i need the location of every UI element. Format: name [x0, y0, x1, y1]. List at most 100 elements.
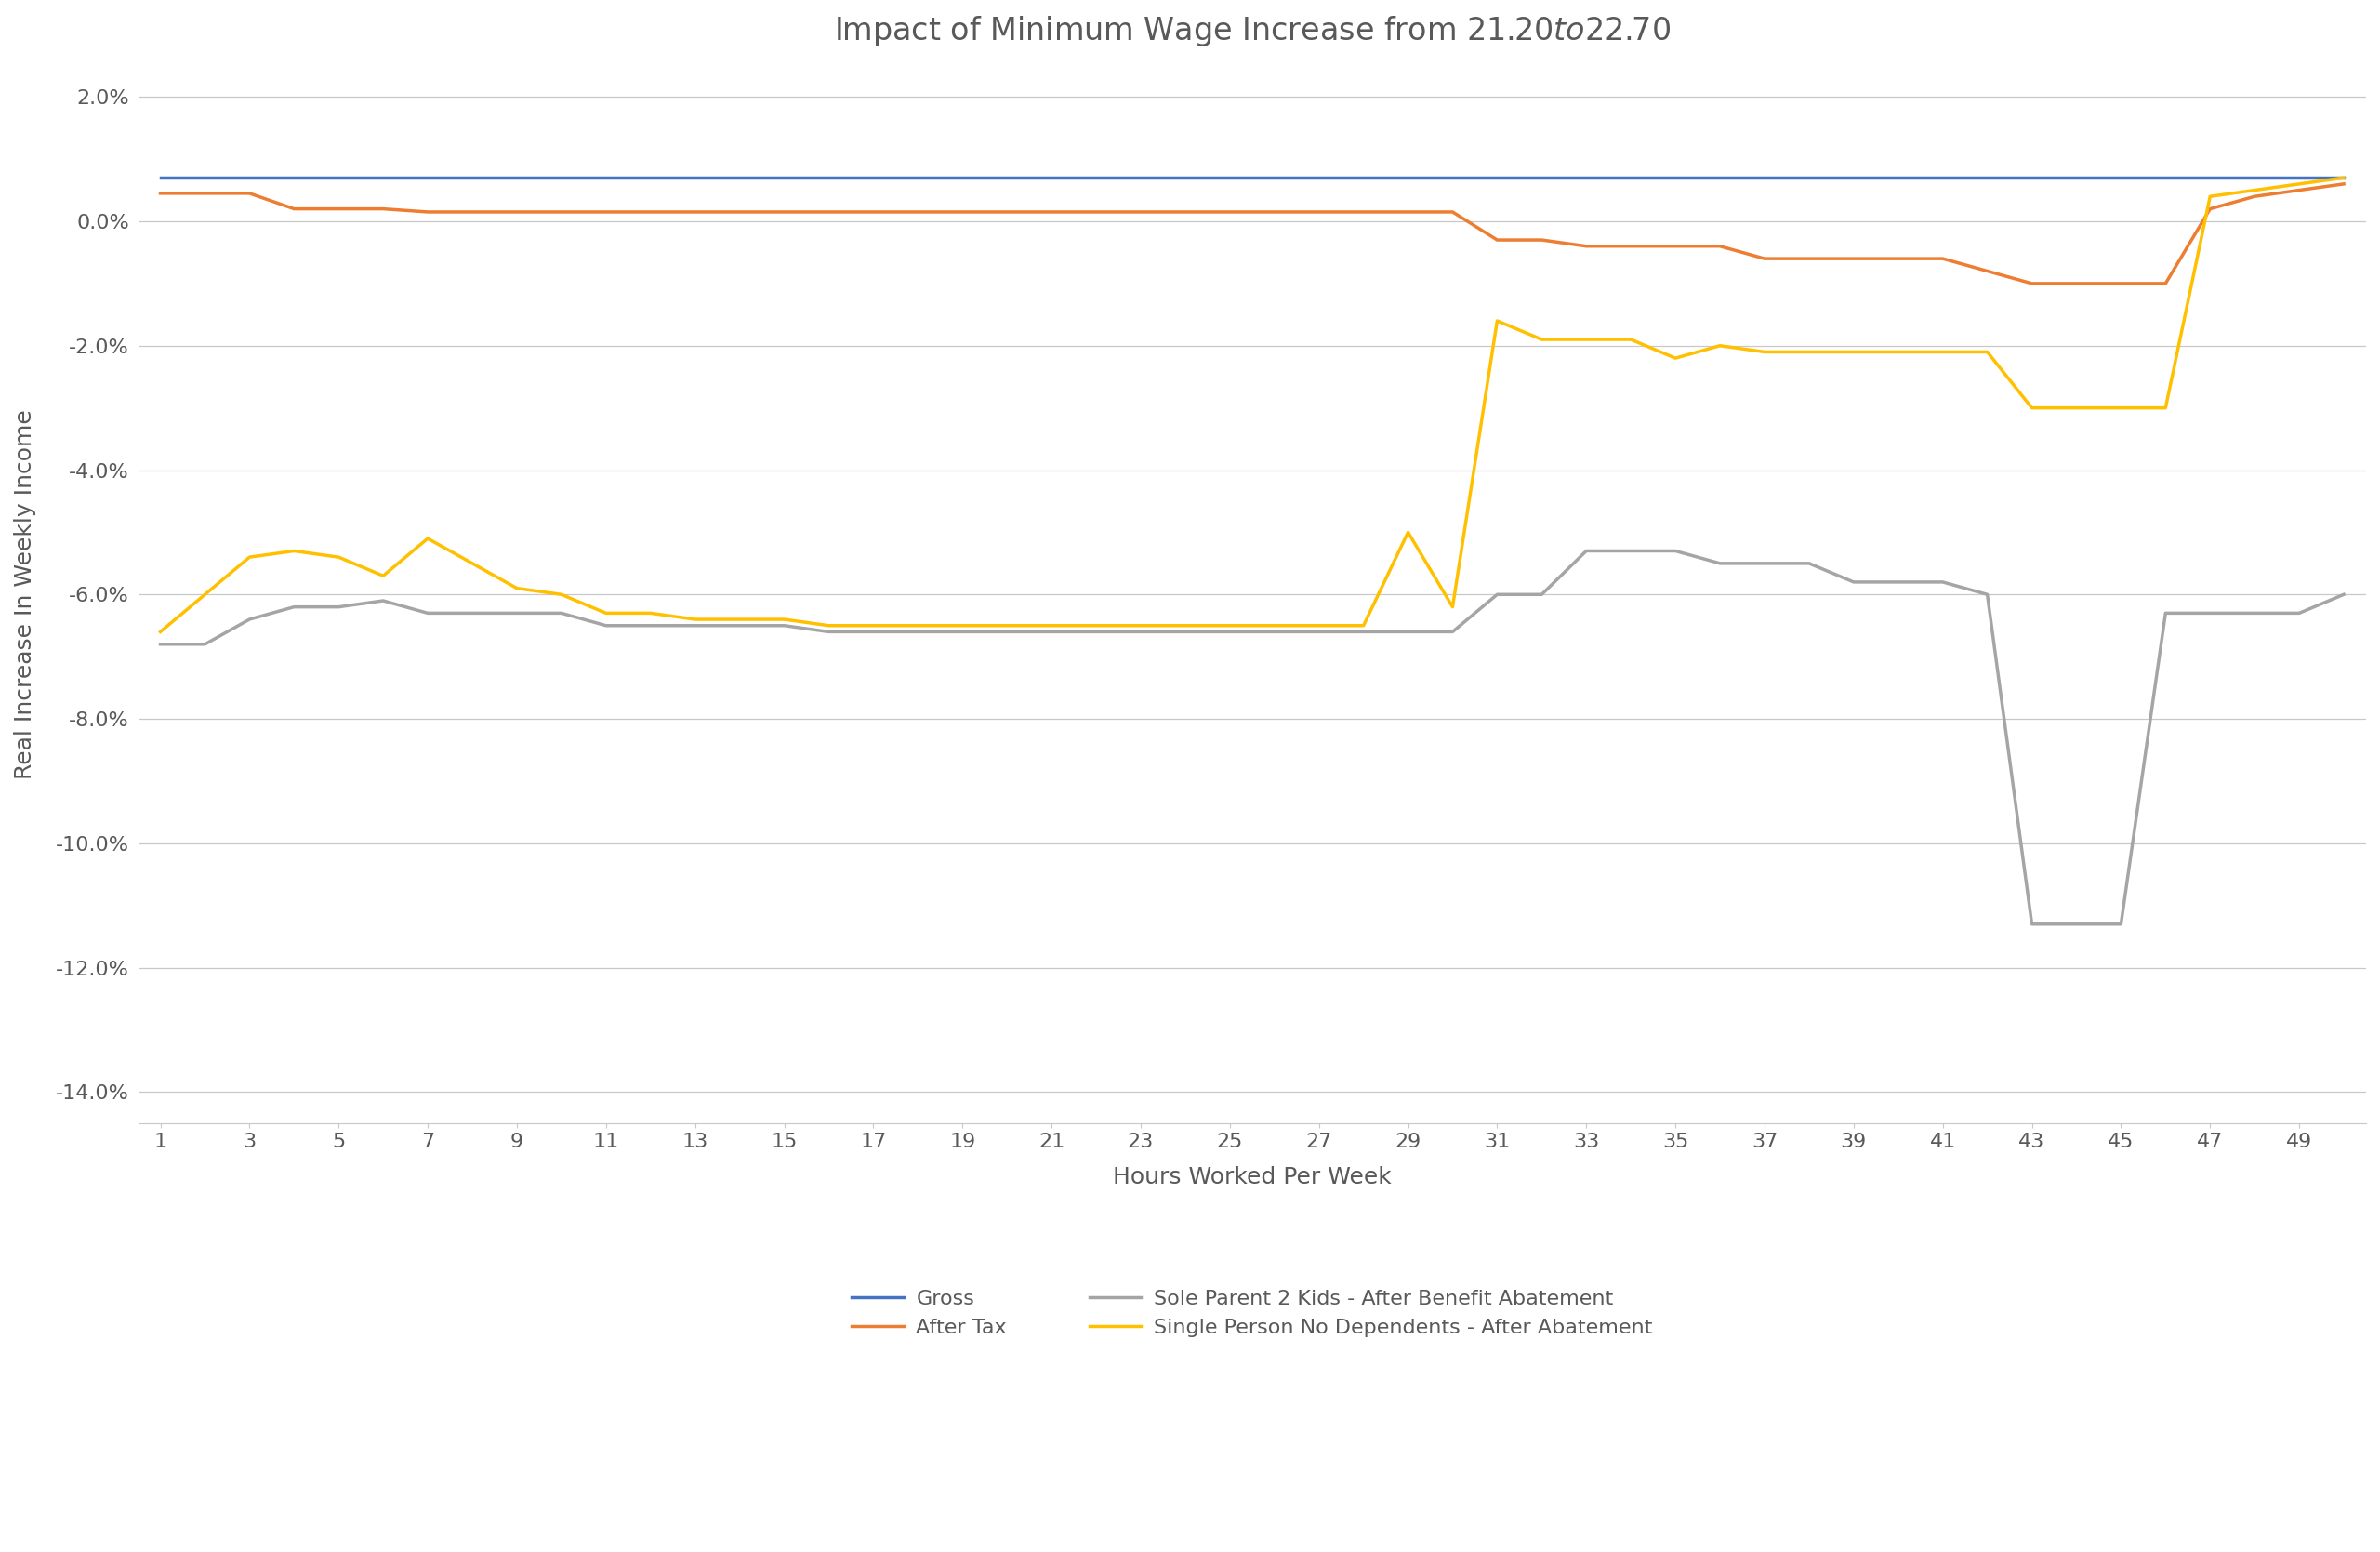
After Tax — [1038, 203, 1066, 222]
Sole Parent 2 Kids - After Benefit Abatement — [2152, 604, 2180, 622]
Sole Parent 2 Kids - After Benefit Abatement — [2018, 914, 2047, 933]
Single Person No Dependents - After Abatement — [369, 566, 397, 585]
Single Person No Dependents - After Abatement — [324, 548, 352, 566]
Gross — [2240, 168, 2268, 186]
Single Person No Dependents - After Abatement — [547, 585, 576, 604]
Sole Parent 2 Kids - After Benefit Abatement — [1349, 622, 1378, 641]
Sole Parent 2 Kids - After Benefit Abatement — [1840, 573, 1868, 591]
After Tax — [1706, 237, 1735, 256]
After Tax — [1483, 231, 1511, 250]
After Tax — [2152, 275, 2180, 293]
Sole Parent 2 Kids - After Benefit Abatement — [1616, 542, 1645, 560]
Single Person No Dependents - After Abatement — [1171, 616, 1200, 635]
Single Person No Dependents - After Abatement — [681, 610, 709, 629]
After Tax — [1928, 250, 1956, 268]
Line: Sole Parent 2 Kids - After Benefit Abatement: Sole Parent 2 Kids - After Benefit Abate… — [159, 551, 2344, 923]
After Tax — [1749, 250, 1778, 268]
Sole Parent 2 Kids - After Benefit Abatement — [1573, 542, 1602, 560]
After Tax — [1573, 237, 1602, 256]
Gross — [635, 168, 664, 186]
Gross — [814, 168, 843, 186]
Sole Parent 2 Kids - After Benefit Abatement — [1706, 554, 1735, 573]
Gross — [1126, 168, 1154, 186]
Sole Parent 2 Kids - After Benefit Abatement — [1483, 585, 1511, 604]
After Tax — [726, 203, 754, 222]
Sole Parent 2 Kids - After Benefit Abatement — [2330, 585, 2359, 604]
Single Person No Dependents - After Abatement — [2152, 399, 2180, 417]
Gross — [1438, 168, 1466, 186]
Gross — [145, 168, 174, 186]
After Tax — [190, 185, 219, 203]
After Tax — [1126, 203, 1154, 222]
Gross — [1259, 168, 1288, 186]
X-axis label: Hours Worked Per Week: Hours Worked Per Week — [1114, 1166, 1392, 1189]
Sole Parent 2 Kids - After Benefit Abatement — [1171, 622, 1200, 641]
After Tax — [814, 203, 843, 222]
After Tax — [1171, 203, 1200, 222]
Sole Parent 2 Kids - After Benefit Abatement — [236, 610, 264, 629]
Sole Parent 2 Kids - After Benefit Abatement — [547, 604, 576, 622]
Sole Parent 2 Kids - After Benefit Abatement — [1259, 622, 1288, 641]
After Tax — [1616, 237, 1645, 256]
Single Person No Dependents - After Abatement — [1928, 343, 1956, 362]
After Tax — [369, 200, 397, 219]
Gross — [457, 168, 486, 186]
Single Person No Dependents - After Abatement — [502, 579, 531, 598]
Gross — [1483, 168, 1511, 186]
Single Person No Dependents - After Abatement — [1083, 616, 1111, 635]
Sole Parent 2 Kids - After Benefit Abatement — [992, 622, 1021, 641]
Gross — [1706, 168, 1735, 186]
After Tax — [947, 203, 976, 222]
After Tax — [1528, 231, 1557, 250]
Single Person No Dependents - After Abatement — [281, 542, 309, 560]
Single Person No Dependents - After Abatement — [1573, 331, 1602, 349]
Sole Parent 2 Kids - After Benefit Abatement — [904, 622, 933, 641]
Title: Impact of Minimum Wage Increase from $21.20 to $22.70: Impact of Minimum Wage Increase from $21… — [833, 14, 1671, 48]
Sole Parent 2 Kids - After Benefit Abatement — [190, 635, 219, 653]
Single Person No Dependents - After Abatement — [145, 622, 174, 641]
Y-axis label: Real Increase In Weekly Income: Real Increase In Weekly Income — [14, 410, 36, 779]
After Tax — [1661, 237, 1690, 256]
Gross — [1795, 168, 1823, 186]
Sole Parent 2 Kids - After Benefit Abatement — [1083, 622, 1111, 641]
Single Person No Dependents - After Abatement — [1795, 343, 1823, 362]
Single Person No Dependents - After Abatement — [1973, 343, 2002, 362]
Gross — [324, 168, 352, 186]
Single Person No Dependents - After Abatement — [1885, 343, 1914, 362]
Single Person No Dependents - After Abatement — [1840, 343, 1868, 362]
After Tax — [1973, 262, 2002, 281]
Single Person No Dependents - After Abatement — [2285, 175, 2313, 194]
After Tax — [2061, 275, 2090, 293]
Single Person No Dependents - After Abatement — [2106, 399, 2135, 417]
After Tax — [1083, 203, 1111, 222]
Gross — [2197, 168, 2225, 186]
Single Person No Dependents - After Abatement — [1616, 331, 1645, 349]
After Tax — [904, 203, 933, 222]
Sole Parent 2 Kids - After Benefit Abatement — [1038, 622, 1066, 641]
Gross — [1928, 168, 1956, 186]
Single Person No Dependents - After Abatement — [2018, 399, 2047, 417]
Single Person No Dependents - After Abatement — [1038, 616, 1066, 635]
Gross — [593, 168, 621, 186]
After Tax — [324, 200, 352, 219]
Single Person No Dependents - After Abatement — [457, 554, 486, 573]
Sole Parent 2 Kids - After Benefit Abatement — [2106, 914, 2135, 933]
Gross — [369, 168, 397, 186]
Gross — [2061, 168, 2090, 186]
Single Person No Dependents - After Abatement — [2061, 399, 2090, 417]
Gross — [190, 168, 219, 186]
Sole Parent 2 Kids - After Benefit Abatement — [1795, 554, 1823, 573]
Sole Parent 2 Kids - After Benefit Abatement — [369, 591, 397, 610]
After Tax — [457, 203, 486, 222]
Single Person No Dependents - After Abatement — [190, 585, 219, 604]
Gross — [904, 168, 933, 186]
Sole Parent 2 Kids - After Benefit Abatement — [771, 616, 800, 635]
Gross — [1528, 168, 1557, 186]
Gross — [1616, 168, 1645, 186]
Legend: Gross, After Tax, Sole Parent 2 Kids - After Benefit Abatement, Single Person No: Gross, After Tax, Sole Parent 2 Kids - A… — [845, 1282, 1661, 1346]
Single Person No Dependents - After Abatement — [1126, 616, 1154, 635]
Sole Parent 2 Kids - After Benefit Abatement — [1885, 573, 1914, 591]
After Tax — [2240, 188, 2268, 206]
Single Person No Dependents - After Abatement — [1483, 312, 1511, 331]
After Tax — [1304, 203, 1333, 222]
